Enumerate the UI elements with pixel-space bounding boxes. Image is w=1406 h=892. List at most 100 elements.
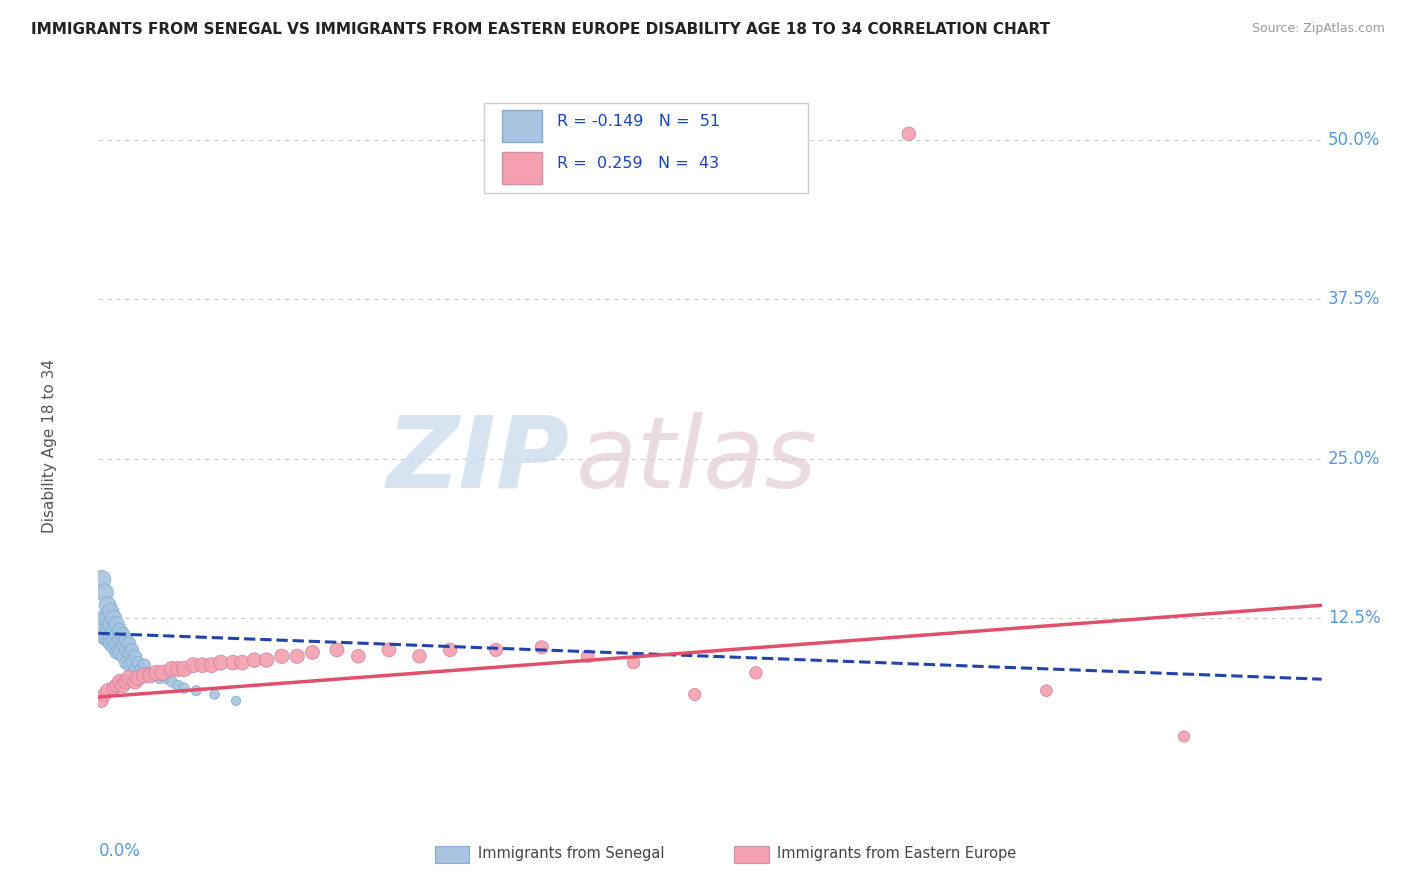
Point bbox=[103, 624, 125, 638]
Point bbox=[111, 627, 134, 641]
Point bbox=[136, 665, 159, 680]
Point bbox=[142, 668, 165, 682]
Point bbox=[100, 630, 122, 644]
Point bbox=[93, 585, 115, 599]
Point bbox=[1035, 683, 1057, 698]
Point bbox=[204, 688, 226, 702]
Point bbox=[576, 649, 599, 664]
Text: 25.0%: 25.0% bbox=[1327, 450, 1381, 467]
Point bbox=[160, 662, 183, 676]
Point bbox=[121, 643, 143, 657]
Point bbox=[97, 624, 120, 638]
Point bbox=[149, 671, 172, 685]
Point bbox=[118, 671, 141, 685]
Point bbox=[127, 656, 149, 670]
Point bbox=[1173, 730, 1195, 744]
Point bbox=[897, 127, 920, 141]
Point bbox=[127, 671, 149, 685]
Point bbox=[209, 656, 232, 670]
Point bbox=[139, 668, 162, 682]
Text: ZIP: ZIP bbox=[387, 412, 569, 508]
Point bbox=[256, 653, 278, 667]
Point bbox=[108, 674, 131, 689]
Point bbox=[191, 658, 214, 673]
Point bbox=[111, 649, 134, 664]
Point bbox=[121, 656, 143, 670]
Point bbox=[530, 640, 553, 655]
Bar bbox=[502, 152, 543, 184]
Point bbox=[347, 649, 370, 664]
Bar bbox=[502, 110, 543, 142]
Point bbox=[100, 605, 122, 619]
Text: Immigrants from Eastern Europe: Immigrants from Eastern Europe bbox=[778, 846, 1017, 861]
Text: 37.5%: 37.5% bbox=[1327, 291, 1381, 309]
Point bbox=[97, 632, 120, 647]
Point bbox=[139, 668, 162, 682]
Point bbox=[103, 611, 125, 625]
Point bbox=[124, 674, 146, 689]
Point bbox=[439, 643, 461, 657]
Point bbox=[111, 636, 134, 650]
Point bbox=[134, 658, 156, 673]
Point bbox=[118, 658, 141, 673]
Point bbox=[745, 665, 768, 680]
Point bbox=[115, 674, 138, 689]
Point bbox=[118, 645, 141, 659]
Point bbox=[186, 683, 208, 698]
Point bbox=[181, 658, 204, 673]
Point bbox=[301, 645, 323, 659]
Point bbox=[115, 643, 138, 657]
Point bbox=[103, 632, 125, 647]
Point bbox=[103, 640, 125, 655]
Point bbox=[408, 649, 430, 664]
Point bbox=[124, 662, 146, 676]
Point bbox=[623, 656, 645, 670]
Point bbox=[173, 662, 195, 676]
Point bbox=[105, 645, 128, 659]
Text: IMMIGRANTS FROM SENEGAL VS IMMIGRANTS FROM EASTERN EUROPE DISABILITY AGE 18 TO 3: IMMIGRANTS FROM SENEGAL VS IMMIGRANTS FR… bbox=[31, 22, 1050, 37]
Point bbox=[225, 694, 247, 708]
Point bbox=[108, 645, 131, 659]
Point bbox=[105, 636, 128, 650]
Point bbox=[111, 679, 134, 693]
Point bbox=[285, 649, 308, 664]
Point bbox=[243, 653, 266, 667]
Point bbox=[160, 674, 183, 689]
Point bbox=[103, 681, 125, 695]
Point bbox=[105, 679, 128, 693]
Point bbox=[90, 624, 112, 638]
Point bbox=[90, 573, 112, 587]
Bar bbox=[434, 846, 470, 863]
Point bbox=[173, 681, 195, 695]
FancyBboxPatch shape bbox=[484, 103, 808, 193]
Point bbox=[270, 649, 292, 664]
Point bbox=[145, 665, 167, 680]
Point bbox=[115, 632, 138, 647]
Text: Source: ZipAtlas.com: Source: ZipAtlas.com bbox=[1251, 22, 1385, 36]
Point bbox=[115, 656, 138, 670]
Point bbox=[155, 671, 177, 685]
Text: 12.5%: 12.5% bbox=[1327, 609, 1381, 627]
Point bbox=[100, 636, 122, 650]
Point bbox=[105, 627, 128, 641]
Text: 0.0%: 0.0% bbox=[98, 842, 141, 860]
Text: Disability Age 18 to 34: Disability Age 18 to 34 bbox=[42, 359, 58, 533]
Point bbox=[93, 630, 115, 644]
Point bbox=[683, 688, 706, 702]
Point bbox=[200, 658, 222, 673]
Text: 50.0%: 50.0% bbox=[1327, 131, 1381, 149]
Point bbox=[124, 649, 146, 664]
Point bbox=[97, 683, 120, 698]
Point bbox=[134, 668, 156, 682]
Point bbox=[93, 688, 115, 702]
Point bbox=[118, 636, 141, 650]
Point bbox=[167, 662, 190, 676]
Text: R =  0.259   N =  43: R = 0.259 N = 43 bbox=[557, 156, 720, 170]
Point bbox=[378, 643, 401, 657]
Text: atlas: atlas bbox=[575, 412, 817, 508]
Point bbox=[97, 611, 120, 625]
Point bbox=[105, 617, 128, 632]
Point bbox=[129, 662, 152, 676]
Point bbox=[326, 643, 349, 657]
Point bbox=[167, 679, 190, 693]
